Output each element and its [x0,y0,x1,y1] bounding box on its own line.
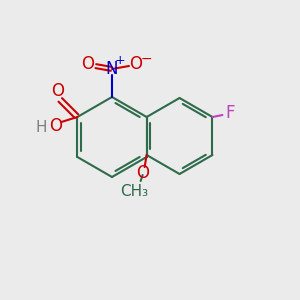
Text: CH₃: CH₃ [121,184,149,199]
Text: O: O [136,164,149,182]
Text: F: F [226,104,235,122]
Text: H: H [36,119,47,134]
Text: O: O [49,117,62,135]
Text: O: O [51,82,64,100]
Text: O: O [130,55,142,73]
Text: N: N [106,60,118,78]
Text: +: + [115,55,125,68]
Text: O: O [82,55,94,73]
Text: −: − [140,52,152,66]
